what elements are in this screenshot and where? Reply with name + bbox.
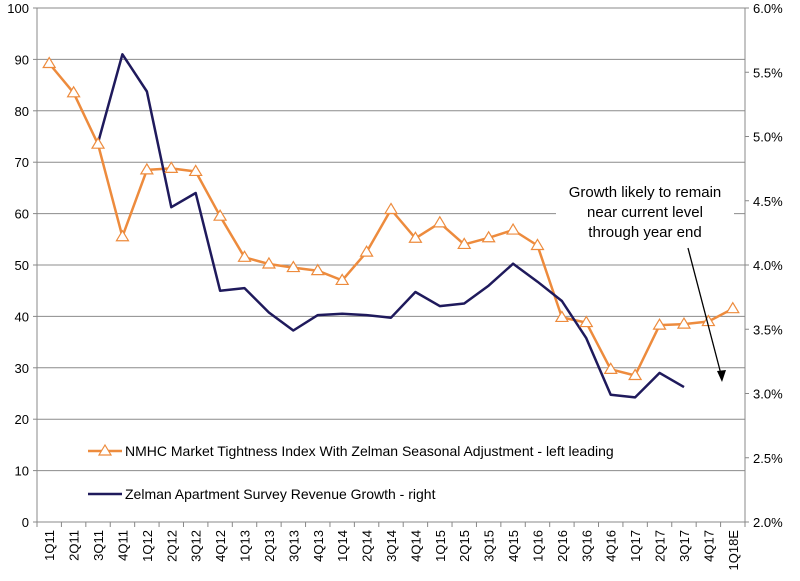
- left-tick-label: 100: [7, 1, 29, 16]
- x-tick-label: 3Q12: [189, 530, 204, 562]
- x-tick-label: 2Q12: [164, 530, 179, 562]
- data-point: [383, 202, 399, 215]
- x-tick-label: 1Q12: [140, 530, 155, 562]
- right-tick-label: 4.5%: [753, 194, 783, 209]
- data-point: [90, 137, 106, 149]
- left-tick-label: 90: [15, 52, 29, 67]
- x-tick-label: 1Q18E: [726, 530, 741, 571]
- left-tick-label: 0: [22, 515, 29, 530]
- x-tick-label: 2Q15: [457, 530, 472, 562]
- x-tick-label: 4Q12: [213, 530, 228, 562]
- right-tick-label: 5.0%: [753, 130, 783, 145]
- data-point: [261, 256, 276, 269]
- x-tick-label: 4Q15: [506, 530, 521, 562]
- legend-entry-nmhc: NMHC Market Tightness Index With Zelman …: [88, 443, 614, 459]
- data-point: [432, 215, 447, 228]
- data-point: [188, 164, 203, 177]
- x-tick-label: 1Q13: [238, 530, 253, 562]
- right-tick-label: 2.0%: [753, 515, 783, 530]
- x-tick-label: 2Q16: [555, 530, 570, 562]
- x-tick-label: 1Q11: [42, 530, 57, 561]
- x-tick-label: 2Q13: [262, 530, 277, 562]
- data-point: [481, 230, 496, 243]
- legend-label-zelman: Zelman Apartment Survey Revenue Growth -…: [125, 486, 436, 502]
- x-tick-label: 3Q13: [286, 530, 301, 562]
- data-point: [676, 316, 692, 329]
- annotation-line-2: near current level: [587, 204, 703, 221]
- data-point: [42, 56, 57, 69]
- annotation-arrow: [687, 247, 723, 379]
- data-point: [652, 317, 667, 330]
- annotation-box: [556, 178, 734, 248]
- right-tick-label: 4.0%: [753, 258, 783, 273]
- data-point: [506, 222, 521, 235]
- series-line-1: [96, 53, 685, 399]
- left-tick-label: 40: [15, 309, 29, 324]
- data-point: [164, 161, 179, 173]
- left-tick-label: 10: [15, 464, 29, 479]
- data-point: [408, 231, 423, 243]
- x-tick-label: 4Q17: [701, 530, 716, 562]
- data-point: [335, 273, 350, 286]
- legend-triangle-marker: [97, 443, 113, 456]
- left-tick-label: 80: [15, 104, 29, 119]
- x-tick-label: 3Q17: [677, 530, 692, 562]
- data-point: [66, 85, 81, 98]
- x-tick-label: 2Q17: [653, 530, 668, 562]
- x-axis: 1Q11 2Q11 3Q11 4Q11 1Q12 2Q12 3Q12 4Q12 1Q13 2Q13…: [36, 522, 746, 571]
- left-tick-label: 70: [15, 155, 29, 170]
- x-tick-label: 4Q13: [311, 530, 326, 562]
- left-axis: 0 10 20 30 40 50 60 70 80 90 100: [7, 1, 37, 530]
- x-tick-label: 1Q16: [530, 530, 545, 562]
- x-tick-label: 1Q14: [335, 530, 350, 562]
- x-tick-label: 1Q15: [433, 530, 448, 562]
- data-point: [115, 229, 130, 242]
- data-point: [286, 260, 301, 273]
- x-tick-label: 3Q16: [579, 530, 594, 562]
- annotation-line-3: through year end: [588, 224, 701, 241]
- data-point: [725, 301, 740, 314]
- legend-label-nmhc: NMHC Market Tightness Index With Zelman …: [125, 443, 614, 459]
- x-tick-label: 4Q14: [408, 530, 423, 562]
- right-tick-label: 3.0%: [753, 387, 783, 402]
- data-point: [310, 263, 325, 276]
- data-point: [628, 368, 643, 381]
- data-point: [554, 310, 569, 323]
- right-tick-label: 3.5%: [753, 322, 783, 337]
- data-point: [457, 237, 472, 250]
- left-tick-label: 50: [15, 258, 29, 273]
- right-tick-label: 6.0%: [753, 1, 783, 16]
- left-tick-label: 30: [15, 361, 29, 376]
- series-markers: [42, 56, 740, 381]
- data-point: [603, 362, 618, 374]
- data-point: [579, 315, 594, 328]
- left-tick-label: 60: [15, 207, 29, 222]
- x-tick-label: 3Q14: [384, 530, 399, 562]
- data-point: [530, 238, 545, 251]
- legend-entry-zelman: Zelman Apartment Survey Revenue Growth -…: [88, 486, 436, 502]
- x-tick-label: 4Q16: [604, 530, 619, 562]
- annotation: Growth likely to remain near current lev…: [556, 178, 734, 382]
- annotation-arrowhead: [717, 370, 726, 382]
- right-axis: 2.0% 2.5% 3.0% 3.5% 4.0% 4.5% 5.0% 5.5% 6.0%: [745, 1, 783, 530]
- x-tick-label: 3Q11: [91, 530, 106, 561]
- right-tick-label: 2.5%: [753, 451, 783, 466]
- x-tick-label: 4Q11: [115, 530, 130, 561]
- x-tick-label: 2Q11: [67, 530, 82, 561]
- data-point: [359, 244, 374, 257]
- left-tick-label: 20: [15, 412, 29, 427]
- data-point: [213, 209, 228, 221]
- annotation-line-1: Growth likely to remain: [569, 184, 722, 201]
- right-tick-label: 5.5%: [753, 65, 783, 80]
- x-tick-label: 3Q15: [482, 530, 497, 562]
- data-point: [139, 162, 154, 175]
- x-tick-label: 2Q14: [360, 530, 375, 562]
- x-tick-label: 1Q17: [628, 530, 643, 562]
- legend: NMHC Market Tightness Index With Zelman …: [88, 443, 614, 502]
- data-point: [237, 250, 252, 262]
